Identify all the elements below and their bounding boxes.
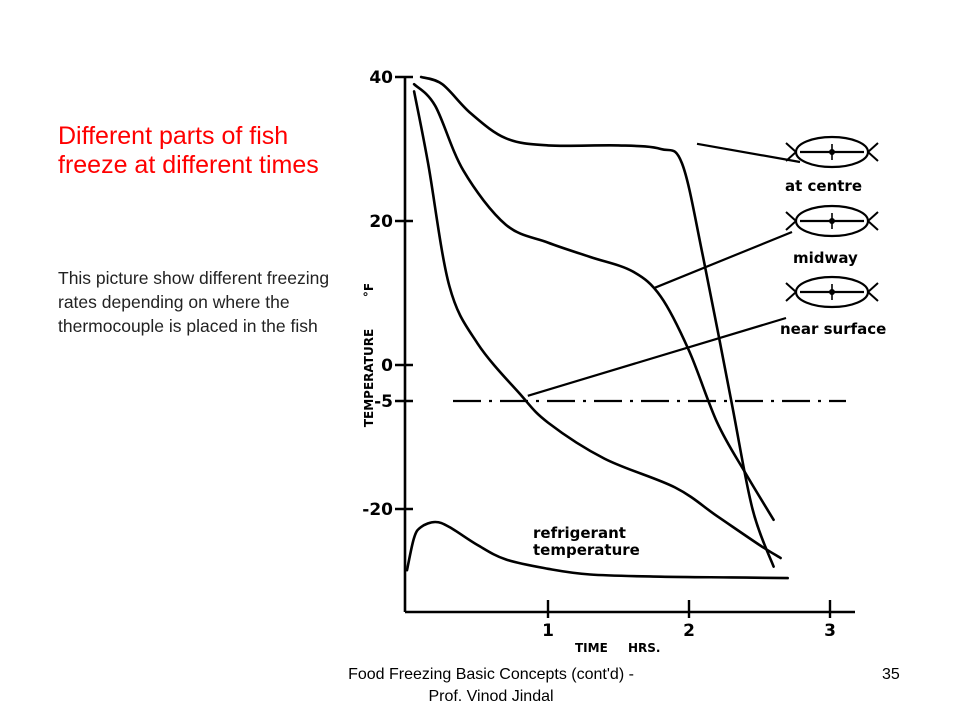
fish-cross-section-icon [785, 204, 879, 238]
series-line-midway [412, 82, 775, 522]
y-tick-label: 40 [369, 68, 393, 88]
annotation-label: near surface [780, 320, 886, 338]
annotation-leader-line [527, 316, 787, 397]
series-line-near-surface [412, 90, 782, 560]
y-tick-label: 0 [381, 356, 393, 376]
footer-text: Food Freezing Basic Concepts (cont'd) - … [348, 666, 634, 705]
x-tick-label: 1 [542, 621, 554, 641]
y-axis-unit: °F [362, 283, 376, 297]
annotation-label: at centre [785, 177, 862, 195]
y-tick-label: -5 [374, 392, 393, 412]
slide-body-text: This picture show different freezing rat… [58, 268, 330, 336]
series-line-refrigerant-temperature [405, 520, 789, 580]
x-axis-unit: HRS. [628, 641, 660, 655]
y-axis-label: TEMPERATURE [362, 329, 376, 427]
x-axis-label: TIME [575, 641, 608, 655]
slide-title: Different parts of fish freeze at differ… [58, 122, 319, 179]
x-tick-label: 3 [824, 621, 836, 641]
annotation-label: refrigerant temperature [533, 524, 640, 559]
x-tick-label: 2 [683, 621, 695, 641]
annotation-label: midway [793, 249, 858, 267]
y-tick-label: -20 [362, 500, 393, 520]
y-tick-label: 20 [369, 212, 393, 232]
fish-cross-section-icon [785, 135, 879, 169]
fish-cross-section-icon [785, 275, 879, 309]
series-line-at-centre [419, 75, 775, 568]
annotation-leader-line [654, 230, 793, 289]
annotation-leader-line [696, 142, 801, 164]
page-number: 35 [882, 666, 900, 683]
